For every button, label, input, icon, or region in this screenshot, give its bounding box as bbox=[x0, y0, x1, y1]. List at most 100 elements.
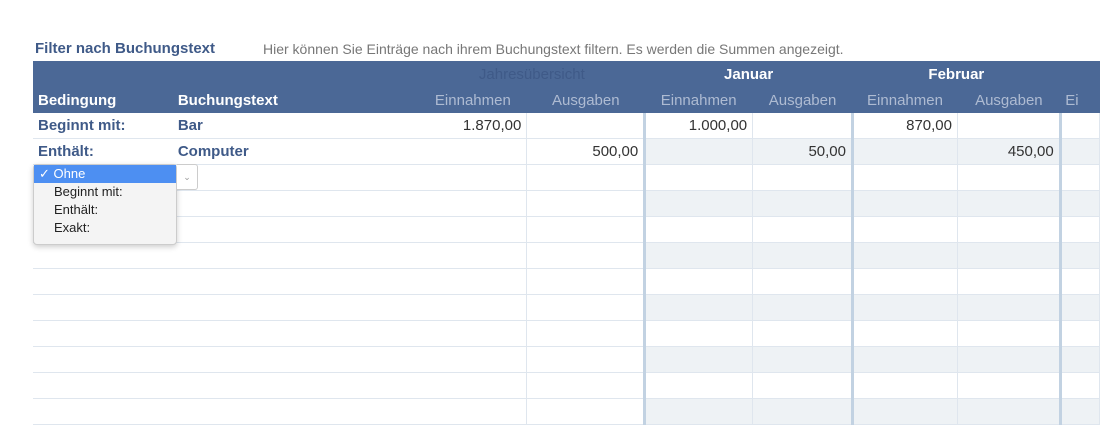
cell-feb-in[interactable] bbox=[850, 398, 959, 425]
cell-buchungstext[interactable] bbox=[172, 190, 419, 217]
cell-feb-in[interactable] bbox=[850, 216, 959, 243]
cell-feb-out[interactable] bbox=[957, 216, 1061, 243]
cell-year-in[interactable] bbox=[418, 398, 528, 425]
cell-feb-in[interactable] bbox=[850, 138, 959, 165]
cell-bedingung[interactable] bbox=[33, 398, 173, 425]
cell-bedingung[interactable] bbox=[33, 242, 173, 269]
cell-next[interactable] bbox=[1058, 113, 1100, 139]
cell-jan-in[interactable]: 1.000,00 bbox=[643, 113, 754, 139]
cell-feb-in[interactable] bbox=[850, 320, 959, 347]
cell-feb-out[interactable] bbox=[957, 346, 1061, 373]
cell-bedingung[interactable] bbox=[33, 320, 173, 347]
cell-feb-in[interactable] bbox=[850, 346, 959, 373]
cell-feb-out[interactable] bbox=[957, 190, 1061, 217]
cell-buchungstext[interactable] bbox=[172, 268, 419, 295]
cell-buchungstext[interactable] bbox=[172, 242, 419, 269]
condition-dropdown-menu[interactable]: ✓ Ohne Beginnt mit: Enthält: Exakt: bbox=[33, 164, 177, 245]
cell-jan-out[interactable] bbox=[752, 268, 853, 295]
cell-buchungstext[interactable] bbox=[172, 164, 419, 191]
cell-jan-in[interactable] bbox=[643, 164, 754, 191]
dropdown-option-exakt[interactable]: Exakt: bbox=[54, 220, 91, 235]
cell-jan-out[interactable] bbox=[752, 242, 853, 269]
cell-next[interactable] bbox=[1058, 164, 1100, 191]
cell-next[interactable] bbox=[1058, 320, 1100, 347]
cell-feb-out[interactable] bbox=[957, 372, 1061, 399]
cell-year-out[interactable] bbox=[526, 113, 646, 139]
cell-feb-out[interactable] bbox=[957, 398, 1061, 425]
cell-jan-out[interactable] bbox=[752, 113, 853, 139]
cell-feb-out[interactable] bbox=[957, 294, 1061, 321]
cell-next[interactable] bbox=[1058, 398, 1100, 425]
cell-year-out[interactable] bbox=[526, 164, 646, 191]
cell-year-in[interactable] bbox=[418, 294, 528, 321]
cell-jan-in[interactable] bbox=[643, 268, 754, 295]
cell-jan-out[interactable] bbox=[752, 294, 853, 321]
cell-year-out[interactable] bbox=[526, 268, 646, 295]
cell-year-in[interactable] bbox=[418, 190, 528, 217]
cell-year-out[interactable] bbox=[526, 320, 646, 347]
cell-feb-out[interactable] bbox=[957, 164, 1061, 191]
cell-jan-out[interactable] bbox=[752, 320, 853, 347]
cell-jan-out[interactable] bbox=[752, 346, 853, 373]
cell-feb-in[interactable] bbox=[850, 268, 959, 295]
cell-bedingung[interactable]: Enthält: bbox=[33, 138, 173, 165]
cell-year-in[interactable] bbox=[418, 216, 528, 243]
cell-jan-in[interactable] bbox=[643, 138, 754, 165]
cell-jan-in[interactable] bbox=[643, 190, 754, 217]
cell-year-in[interactable]: 1.870,00 bbox=[418, 113, 528, 139]
cell-jan-out[interactable] bbox=[752, 216, 853, 243]
cell-feb-in[interactable] bbox=[850, 190, 959, 217]
cell-jan-out[interactable] bbox=[752, 164, 853, 191]
cell-bedingung[interactable] bbox=[33, 268, 173, 295]
cell-year-out[interactable] bbox=[526, 216, 646, 243]
cell-year-out[interactable] bbox=[526, 242, 646, 269]
cell-jan-in[interactable] bbox=[643, 346, 754, 373]
cell-buchungstext[interactable]: Bar bbox=[172, 113, 419, 139]
cell-buchungstext[interactable] bbox=[172, 294, 419, 321]
dropdown-option-enthaelt[interactable]: Enthält: bbox=[54, 202, 99, 217]
cell-jan-in[interactable] bbox=[643, 216, 754, 243]
cell-jan-in[interactable] bbox=[643, 398, 754, 425]
cell-feb-in[interactable]: 870,00 bbox=[850, 113, 959, 139]
cell-year-in[interactable] bbox=[418, 164, 528, 191]
cell-year-in[interactable] bbox=[418, 268, 528, 295]
cell-next[interactable] bbox=[1058, 372, 1100, 399]
cell-next[interactable] bbox=[1058, 242, 1100, 269]
cell-next[interactable] bbox=[1058, 346, 1100, 373]
cell-feb-out[interactable] bbox=[957, 320, 1061, 347]
cell-jan-in[interactable] bbox=[643, 372, 754, 399]
cell-buchungstext[interactable] bbox=[172, 372, 419, 399]
cell-jan-out[interactable] bbox=[752, 372, 853, 399]
cell-year-in[interactable] bbox=[418, 372, 528, 399]
chevron-down-icon[interactable]: ⌄ bbox=[177, 164, 198, 190]
cell-next[interactable] bbox=[1058, 138, 1100, 165]
cell-year-out[interactable]: 500,00 bbox=[526, 138, 646, 165]
cell-jan-in[interactable] bbox=[643, 320, 754, 347]
cell-jan-out[interactable]: 50,00 bbox=[752, 138, 853, 165]
cell-year-in[interactable] bbox=[418, 346, 528, 373]
cell-feb-out[interactable] bbox=[957, 113, 1061, 139]
cell-feb-out[interactable] bbox=[957, 242, 1061, 269]
cell-jan-in[interactable] bbox=[643, 294, 754, 321]
cell-jan-out[interactable] bbox=[752, 190, 853, 217]
cell-feb-in[interactable] bbox=[850, 164, 959, 191]
cell-next[interactable] bbox=[1058, 190, 1100, 217]
cell-feb-out[interactable] bbox=[957, 268, 1061, 295]
cell-feb-in[interactable] bbox=[850, 242, 959, 269]
cell-year-out[interactable] bbox=[526, 398, 646, 425]
dropdown-option-beginnt-mit[interactable]: Beginnt mit: bbox=[54, 184, 123, 199]
cell-buchungstext[interactable] bbox=[172, 346, 419, 373]
cell-feb-out[interactable]: 450,00 bbox=[957, 138, 1061, 165]
cell-next[interactable] bbox=[1058, 216, 1100, 243]
cell-next[interactable] bbox=[1058, 268, 1100, 295]
cell-buchungstext[interactable] bbox=[172, 216, 419, 243]
cell-year-out[interactable] bbox=[526, 372, 646, 399]
cell-buchungstext[interactable] bbox=[172, 398, 419, 425]
cell-year-in[interactable] bbox=[418, 320, 528, 347]
cell-bedingung[interactable]: Beginnt mit: bbox=[33, 113, 173, 139]
cell-bedingung[interactable] bbox=[33, 346, 173, 373]
cell-buchungstext[interactable] bbox=[172, 320, 419, 347]
cell-bedingung[interactable] bbox=[33, 294, 173, 321]
cell-jan-out[interactable] bbox=[752, 398, 853, 425]
cell-year-out[interactable] bbox=[526, 294, 646, 321]
